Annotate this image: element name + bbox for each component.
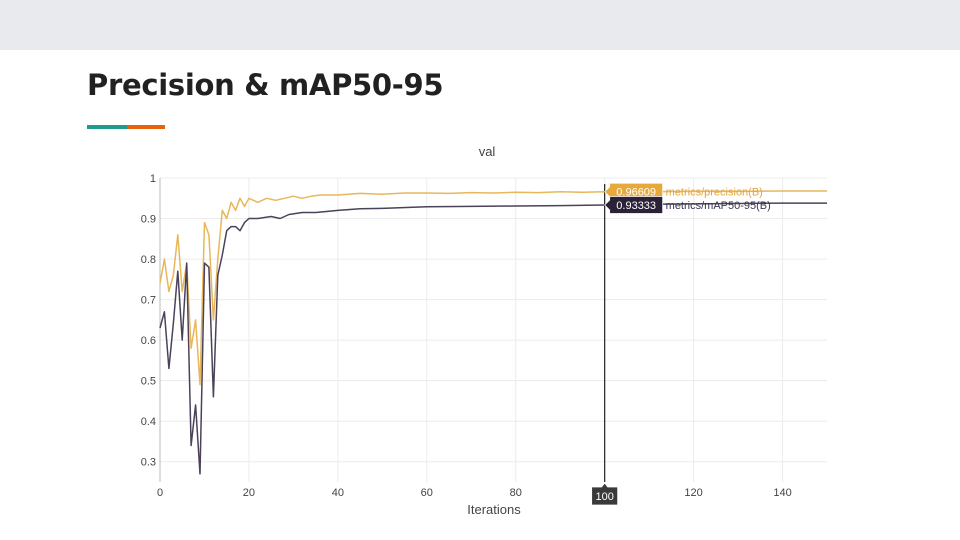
y-tick-label: 0.6 <box>141 335 156 347</box>
hover-value: 0.96609 <box>616 187 656 199</box>
x-tick-label: 140 <box>773 487 791 499</box>
y-tick-label: 0.9 <box>141 214 156 226</box>
top-band <box>0 0 960 50</box>
y-tick-label: 1 <box>150 173 156 185</box>
x-tick-label: 0 <box>157 487 163 499</box>
series-line-map50-95 <box>159 202 827 475</box>
x-tick-label: 60 <box>421 487 433 499</box>
slide-title: Precision & mAP50-95 <box>87 68 444 102</box>
hover-series-label: metrics/precision(B) <box>666 187 763 199</box>
grid <box>159 177 827 482</box>
y-tick-label: 0.4 <box>141 416 156 428</box>
y-tick-label: 0.3 <box>141 457 156 469</box>
hover-series-label: metrics/mAP50-95(B) <box>666 200 771 212</box>
x-tick-label: 80 <box>510 487 522 499</box>
x-axis-label: Iterations <box>467 502 521 517</box>
hover-group: 100 0.96609 metrics/precision(B) 0.93333 met… <box>591 182 771 506</box>
accent-bar-teal <box>87 125 127 129</box>
hover-value-badge <box>604 196 664 214</box>
chart-title: val <box>479 144 496 159</box>
x-tick-label: 120 <box>684 487 702 499</box>
axes: 0.3 0.4 0.5 0.6 0.7 0.8 0.9 1 0 20 40 60 80 120 140 <box>141 173 792 499</box>
y-tick-label: 0.7 <box>141 295 156 307</box>
hover-value: 0.93333 <box>616 200 656 212</box>
accent-bar-orange <box>127 125 165 129</box>
y-tick-label: 0.8 <box>141 254 156 266</box>
hover-x-badge <box>591 482 619 506</box>
x-tick-label: 40 <box>332 487 344 499</box>
series-group <box>159 190 827 475</box>
series-line-precision <box>159 190 827 386</box>
x-tick-label: 20 <box>243 487 255 499</box>
hover-x-label: 100 <box>595 491 613 503</box>
y-tick-label: 0.5 <box>141 376 156 388</box>
